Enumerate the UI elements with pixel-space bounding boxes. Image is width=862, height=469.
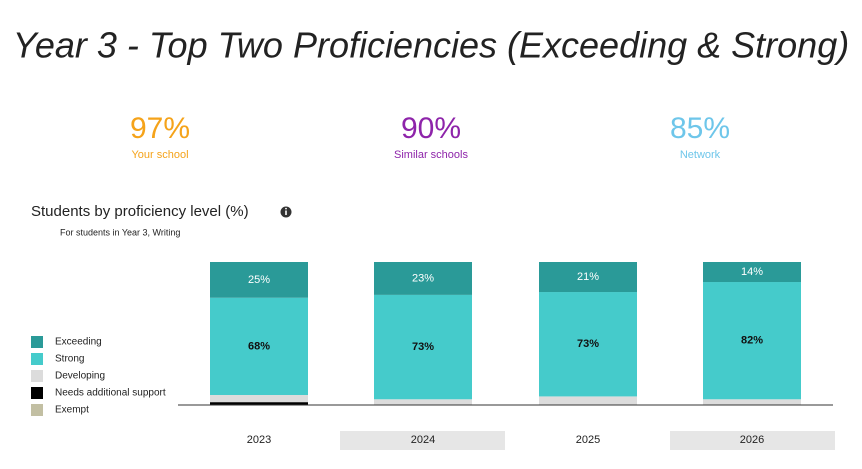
stat-label: Your school — [131, 149, 188, 161]
bar-segment — [210, 262, 308, 298]
data-label: 21% — [577, 271, 599, 283]
data-label: 23% — [412, 272, 434, 284]
legend-label: Strong — [55, 354, 84, 365]
legend-label: Needs additional support — [55, 388, 166, 399]
category-band — [670, 431, 835, 450]
bar-segment — [374, 294, 472, 400]
legend-swatch — [31, 370, 43, 382]
legend-swatch — [31, 336, 43, 348]
stat-value: 85% — [670, 112, 730, 145]
bar-segment — [539, 292, 637, 397]
chart-title: Students by proficiency level (%) — [31, 203, 249, 220]
bar-segment — [374, 399, 472, 405]
legend-label: Developing — [55, 371, 105, 382]
x-tick-label: 2026 — [740, 434, 764, 446]
stat-value: 90% — [401, 112, 461, 145]
data-label: 68% — [248, 340, 270, 352]
x-tick-label: 2023 — [247, 434, 271, 446]
legend-swatch — [31, 353, 43, 365]
info-icon[interactable] — [280, 206, 292, 218]
stat-label: Similar schools — [394, 149, 468, 161]
bar-segment — [703, 282, 801, 400]
data-label: 73% — [412, 341, 434, 353]
x-tick-label: 2025 — [576, 434, 600, 446]
stat-value: 97% — [130, 112, 190, 145]
legend-swatch — [31, 387, 43, 399]
data-label: 14% — [741, 266, 763, 278]
bar-segment — [210, 402, 308, 405]
x-tick-label: 2024 — [411, 434, 435, 446]
data-label: 82% — [741, 335, 763, 347]
bar-segment — [703, 399, 801, 405]
bar-segment — [539, 396, 637, 405]
bar-segment — [374, 262, 472, 295]
legend-label: Exceeding — [55, 337, 102, 348]
legend-swatch — [31, 404, 43, 416]
data-label: 73% — [577, 338, 599, 350]
bar-segment — [210, 394, 308, 403]
legend-label: Exempt — [55, 405, 89, 416]
stat-label: Network — [680, 149, 721, 161]
data-label: 25% — [248, 274, 270, 286]
chart-subtitle: For students in Year 3, Writing — [60, 227, 180, 237]
bar-segment — [703, 262, 801, 283]
bar-segment — [539, 262, 637, 293]
category-band — [340, 431, 505, 450]
page-title: Year 3 - Top Two Proficiencies (Exceedin… — [13, 25, 849, 66]
bar-segment — [210, 297, 308, 395]
